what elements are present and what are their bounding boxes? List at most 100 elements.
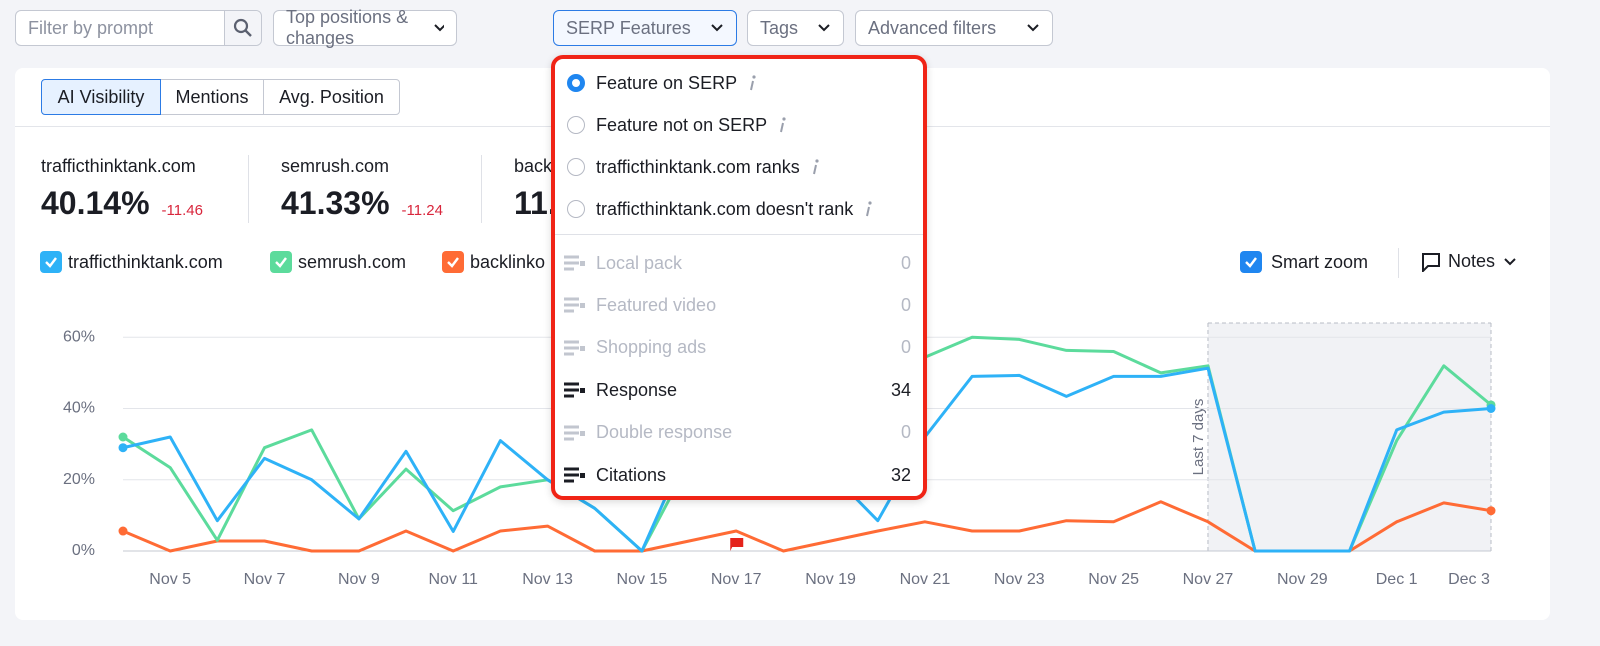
icon-bar — [564, 431, 579, 435]
tab[interactable]: Avg. Position — [263, 79, 400, 115]
info-dot — [868, 201, 872, 205]
feature-label: Citations — [596, 464, 667, 485]
feature-icon — [564, 382, 585, 398]
legend-item[interactable]: trafficthinktank.com — [40, 251, 223, 273]
x-tick-label: Dec 1 — [1376, 571, 1418, 588]
filter-button[interactable]: SERP Features — [553, 10, 737, 46]
separator — [555, 234, 923, 235]
check-icon — [447, 257, 459, 268]
feature-count: 32 — [890, 464, 911, 485]
radio[interactable] — [567, 74, 585, 92]
legend-checkbox[interactable] — [40, 251, 62, 273]
filter-button[interactable]: Top positions & changes — [273, 7, 457, 48]
metric-change: -11.24 — [401, 202, 443, 219]
icon-bar — [564, 473, 579, 477]
option-label: Feature on SERP — [596, 73, 759, 94]
legend-label: trafficthinktank.com — [68, 251, 223, 272]
radio-option[interactable]: Feature not on SERP — [555, 107, 923, 143]
smart-zoom[interactable]: Smart zoom — [1240, 251, 1368, 273]
search-placeholder: Filter by prompt — [28, 17, 154, 38]
smart-zoom-label: Smart zoom — [1271, 251, 1369, 272]
highlight-region — [1207, 323, 1491, 551]
end-point — [1486, 506, 1496, 516]
feature-icon — [564, 340, 585, 356]
tab[interactable]: Mentions — [160, 79, 264, 115]
legend-item[interactable]: backlinko — [442, 251, 545, 273]
filter-button-label: SERP Features — [566, 17, 691, 38]
icon-bar — [564, 340, 579, 344]
check-path — [275, 257, 287, 268]
chevron — [818, 24, 830, 32]
filter-button-label: Advanced filters — [868, 17, 997, 38]
option-label: trafficthinktank.com doesn't rank — [596, 199, 875, 220]
option-label: trafficthinktank.com ranks — [596, 157, 822, 178]
end-point — [1486, 404, 1496, 413]
radio[interactable] — [567, 158, 585, 176]
search-box[interactable]: Filter by prompt — [15, 10, 262, 46]
icon-bar — [580, 473, 585, 478]
legend-item[interactable]: semrush.com — [270, 251, 406, 273]
icon-bar — [564, 297, 579, 301]
radio[interactable] — [567, 200, 585, 218]
metric-value: 11. — [514, 185, 557, 221]
feature-icon — [564, 297, 585, 313]
feature-item[interactable]: Citations 32 — [555, 457, 923, 493]
legend-checkbox[interactable] — [270, 251, 292, 273]
icon-bar — [564, 261, 579, 265]
checkbox[interactable] — [1240, 251, 1262, 273]
check-path — [45, 257, 57, 268]
filter-button-label: Tags — [760, 17, 799, 38]
info-icon — [750, 75, 756, 91]
chevron — [1504, 257, 1516, 265]
icon-bar — [564, 267, 574, 271]
chevron-path — [1027, 24, 1039, 32]
chevron-path — [711, 24, 723, 32]
legend-label: backlinko — [470, 251, 546, 272]
feature-item: Double response 0 — [555, 415, 923, 451]
metric-change: -11.46 — [161, 202, 203, 219]
legend-checkbox[interactable] — [442, 251, 464, 273]
icon-bar — [564, 346, 579, 350]
divider — [481, 155, 482, 223]
y-tick-label: 0% — [72, 542, 95, 559]
feature-icon — [564, 255, 585, 271]
metric-value: 41.33% — [281, 185, 390, 221]
radio-option[interactable]: Feature on SERP — [555, 65, 923, 101]
feature-label: Featured video — [596, 294, 717, 315]
filter-button-label: Top positions & changes — [286, 7, 409, 48]
icon-bar — [564, 394, 574, 398]
icon-bar — [564, 467, 579, 471]
info-icon — [780, 117, 786, 133]
feature-count: 0 — [900, 337, 911, 358]
feature-count: 0 — [900, 252, 911, 273]
radio[interactable] — [567, 116, 585, 134]
filter-button[interactable]: Tags — [747, 10, 844, 46]
y-tick-label: 40% — [63, 400, 95, 417]
feature-item[interactable]: Response 34 — [555, 372, 923, 408]
x-tick-label: Nov 23 — [994, 571, 1045, 588]
metric-value: 40.14% — [41, 185, 150, 221]
notes-button[interactable]: Notes — [1421, 251, 1517, 272]
end-point — [118, 432, 128, 442]
info-stem — [812, 164, 817, 175]
info-stem — [780, 122, 785, 133]
end-point — [118, 526, 128, 536]
feature-item: Local pack 0 — [555, 245, 923, 281]
feature-item: Featured video 0 — [555, 287, 923, 323]
search-button[interactable] — [224, 11, 261, 45]
radio-option[interactable]: trafficthinktank.com doesn't rank — [555, 191, 923, 227]
feature-label: Response — [596, 379, 678, 400]
divider — [248, 155, 249, 223]
x-tick-label: Nov 27 — [1183, 571, 1234, 588]
icon-bar — [564, 382, 579, 386]
feature-count: 0 — [900, 294, 911, 315]
icon-bar — [580, 388, 585, 394]
icon-bar — [580, 430, 585, 436]
notes-icon — [1422, 252, 1440, 272]
tab[interactable]: AI Visibility — [41, 79, 161, 115]
metric-domain: back — [514, 156, 553, 176]
info-stem — [750, 80, 755, 91]
x-tick-label: Nov 25 — [1088, 571, 1139, 588]
filter-button[interactable]: Advanced filters — [855, 10, 1053, 46]
radio-option[interactable]: trafficthinktank.com ranks — [555, 149, 923, 185]
